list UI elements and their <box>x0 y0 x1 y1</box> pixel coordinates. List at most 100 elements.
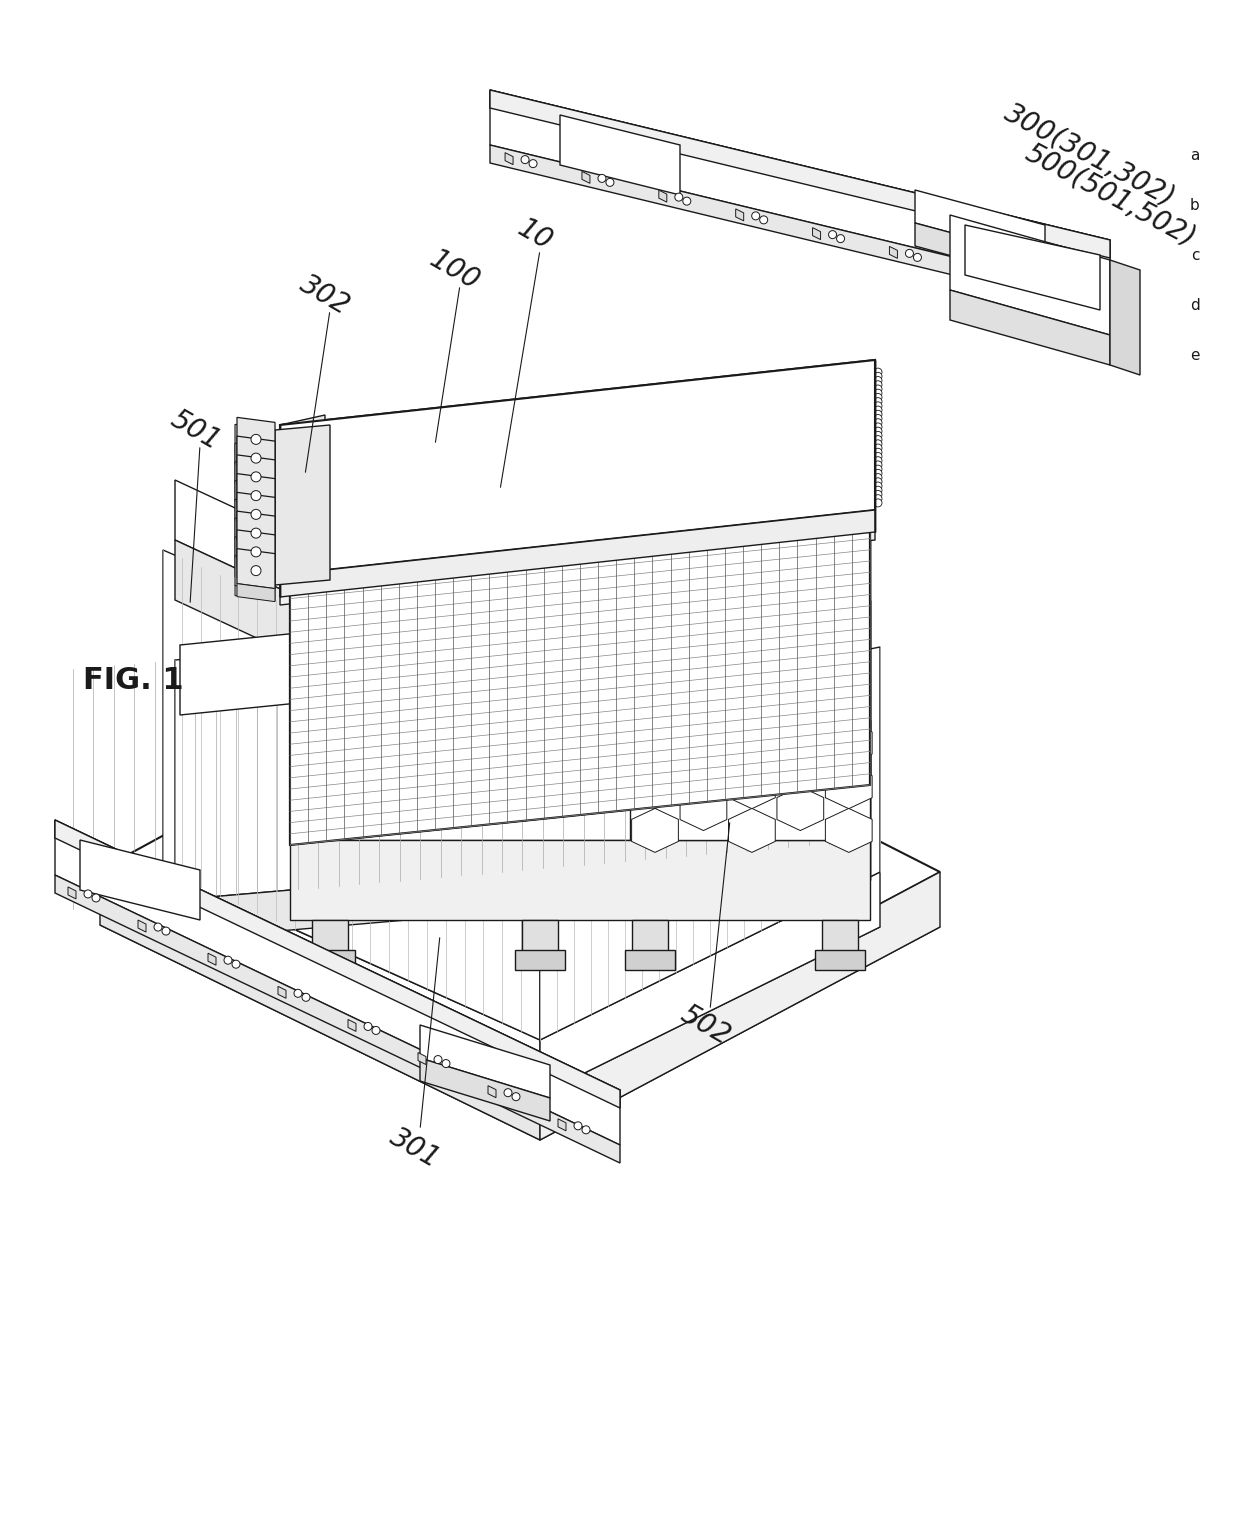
Polygon shape <box>815 951 866 971</box>
Circle shape <box>874 456 882 465</box>
Text: b: b <box>1190 197 1200 212</box>
Circle shape <box>874 423 882 430</box>
Polygon shape <box>290 369 870 565</box>
Polygon shape <box>237 549 275 589</box>
Polygon shape <box>237 472 275 490</box>
Circle shape <box>606 179 614 186</box>
Circle shape <box>828 230 837 238</box>
Polygon shape <box>950 290 1110 365</box>
Polygon shape <box>237 455 275 494</box>
Circle shape <box>512 1093 520 1100</box>
Polygon shape <box>680 743 727 787</box>
Circle shape <box>260 462 270 473</box>
Polygon shape <box>237 511 275 551</box>
Circle shape <box>224 957 232 964</box>
Polygon shape <box>236 511 275 525</box>
Polygon shape <box>290 369 870 565</box>
Circle shape <box>874 368 882 375</box>
Polygon shape <box>777 786 823 830</box>
Circle shape <box>675 194 683 201</box>
Polygon shape <box>826 765 872 809</box>
Circle shape <box>529 160 537 168</box>
Polygon shape <box>55 819 620 1108</box>
Circle shape <box>250 472 260 482</box>
Polygon shape <box>280 360 875 575</box>
Polygon shape <box>631 765 678 809</box>
Circle shape <box>874 389 882 397</box>
Polygon shape <box>290 720 870 839</box>
Polygon shape <box>680 786 727 830</box>
Circle shape <box>991 272 998 281</box>
Circle shape <box>250 435 260 444</box>
Circle shape <box>92 894 100 902</box>
Circle shape <box>874 406 882 414</box>
Text: 501: 501 <box>165 404 224 455</box>
Polygon shape <box>822 920 858 955</box>
Polygon shape <box>539 647 880 1041</box>
Polygon shape <box>777 743 823 787</box>
Polygon shape <box>558 1119 565 1131</box>
Circle shape <box>250 566 260 575</box>
Polygon shape <box>280 360 875 575</box>
Circle shape <box>441 1059 450 1068</box>
Circle shape <box>260 575 270 586</box>
Text: 500(501,502): 500(501,502) <box>1019 139 1200 252</box>
Polygon shape <box>420 1025 551 1099</box>
Polygon shape <box>100 650 940 1085</box>
Polygon shape <box>55 874 620 1163</box>
Polygon shape <box>55 819 620 1144</box>
Circle shape <box>521 156 529 163</box>
Circle shape <box>874 473 882 482</box>
Polygon shape <box>180 575 870 716</box>
Circle shape <box>260 482 270 491</box>
Polygon shape <box>237 490 275 508</box>
Text: 300(301,302): 300(301,302) <box>999 98 1180 212</box>
Circle shape <box>434 1056 441 1064</box>
Polygon shape <box>236 499 275 534</box>
Circle shape <box>874 444 882 452</box>
Polygon shape <box>280 510 875 597</box>
Polygon shape <box>55 819 620 1108</box>
Circle shape <box>874 394 882 401</box>
Circle shape <box>874 470 882 478</box>
Polygon shape <box>236 462 275 497</box>
Circle shape <box>250 510 260 519</box>
Polygon shape <box>1110 259 1140 375</box>
Polygon shape <box>915 223 1045 281</box>
Polygon shape <box>582 171 590 183</box>
Polygon shape <box>236 473 275 488</box>
Polygon shape <box>237 452 275 470</box>
Circle shape <box>874 499 882 507</box>
Polygon shape <box>280 510 875 604</box>
Polygon shape <box>237 508 275 526</box>
Polygon shape <box>658 191 667 201</box>
Circle shape <box>303 993 310 1001</box>
Circle shape <box>874 494 882 502</box>
Polygon shape <box>631 720 678 765</box>
Circle shape <box>874 461 882 468</box>
Polygon shape <box>138 920 146 932</box>
Polygon shape <box>237 418 275 458</box>
Polygon shape <box>237 565 275 583</box>
Circle shape <box>874 377 882 385</box>
Polygon shape <box>418 1053 427 1065</box>
Polygon shape <box>236 537 275 572</box>
Circle shape <box>837 235 844 243</box>
Polygon shape <box>280 415 325 575</box>
Circle shape <box>874 465 882 473</box>
Polygon shape <box>236 519 275 552</box>
Polygon shape <box>236 586 275 601</box>
Text: c: c <box>1190 247 1199 262</box>
Circle shape <box>260 501 270 511</box>
Text: e: e <box>1190 348 1200 363</box>
Polygon shape <box>100 870 539 1140</box>
Polygon shape <box>236 530 275 545</box>
Polygon shape <box>490 90 1110 295</box>
Text: 301: 301 <box>386 1123 445 1173</box>
Polygon shape <box>915 191 1045 258</box>
Polygon shape <box>290 505 870 845</box>
Polygon shape <box>305 951 355 971</box>
Circle shape <box>760 215 768 224</box>
Circle shape <box>582 1126 590 1134</box>
Circle shape <box>874 415 882 423</box>
